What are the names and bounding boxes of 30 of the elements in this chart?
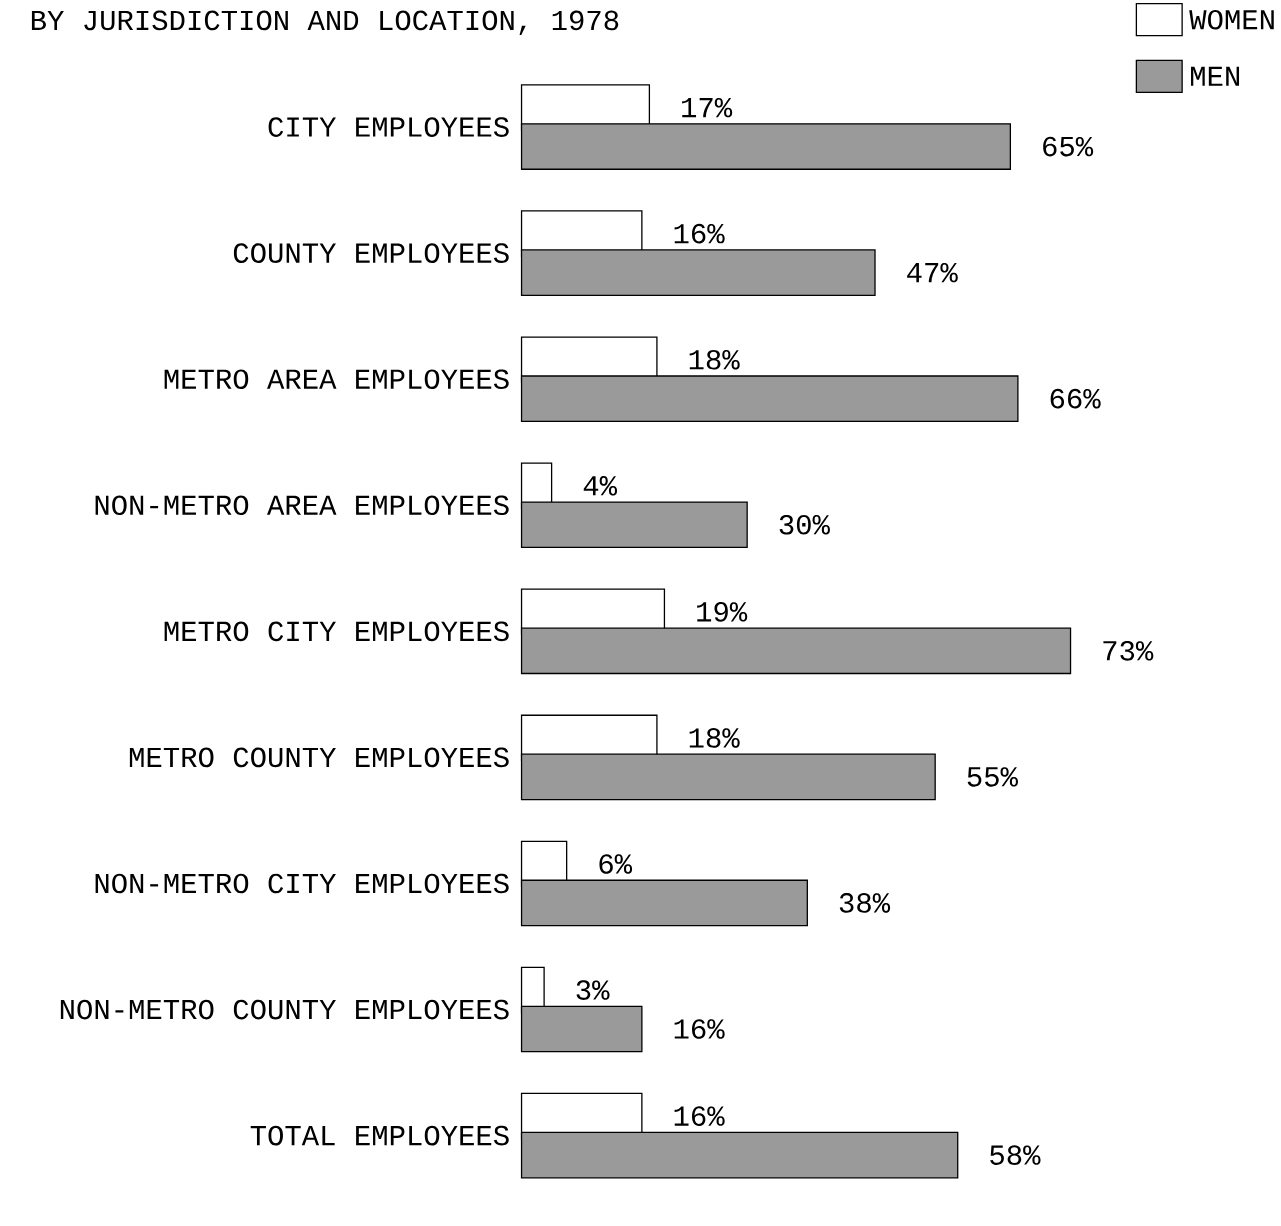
y-tick-label: CITY EMPLOYEES xyxy=(268,117,509,137)
data-label: 47% xyxy=(907,262,958,283)
y-tick-label: METRO COUNTY EMPLOYEES xyxy=(129,747,509,768)
chart-title: BY JURISDICTION AND LOCATION, 1978 xyxy=(31,10,619,36)
data-label: 18% xyxy=(689,728,740,748)
y-tick-label: METRO CITY EMPLOYEES xyxy=(164,621,509,642)
data-label: 30% xyxy=(779,514,830,535)
y-tick-label: TOTAL EMPLOYEES xyxy=(250,1125,509,1146)
data-label: 16% xyxy=(674,223,725,244)
y-tick-label: COUNTY EMPLOYEES xyxy=(233,243,509,263)
data-label: 73% xyxy=(1103,640,1154,661)
data-label: 19% xyxy=(697,602,748,622)
y-tick-label: NON-METRO CITY EMPLOYEES xyxy=(95,873,509,894)
data-label: 58% xyxy=(990,1145,1041,1165)
data-label: 4% xyxy=(583,476,618,496)
data-label: 17% xyxy=(682,97,733,118)
y-tick-label: METRO AREA EMPLOYEES xyxy=(164,369,509,390)
data-label: 6% xyxy=(599,854,633,874)
data-label: 3% xyxy=(576,980,610,1000)
data-label: 18% xyxy=(689,349,740,370)
data-label: 55% xyxy=(967,767,1018,787)
y-tick-label: NON-METRO COUNTY EMPLOYEES xyxy=(60,999,509,1020)
data-label: 38% xyxy=(839,893,891,913)
data-label: 16% xyxy=(674,1019,725,1039)
data-label: 66% xyxy=(1050,388,1101,409)
data-label: 16% xyxy=(674,1106,725,1126)
legend-label: MEN xyxy=(1191,66,1240,86)
y-tick-label: NON-METRO AREA EMPLOYEES xyxy=(95,495,509,516)
data-label: 65% xyxy=(1043,136,1094,157)
legend-label: WOMEN xyxy=(1189,9,1274,30)
